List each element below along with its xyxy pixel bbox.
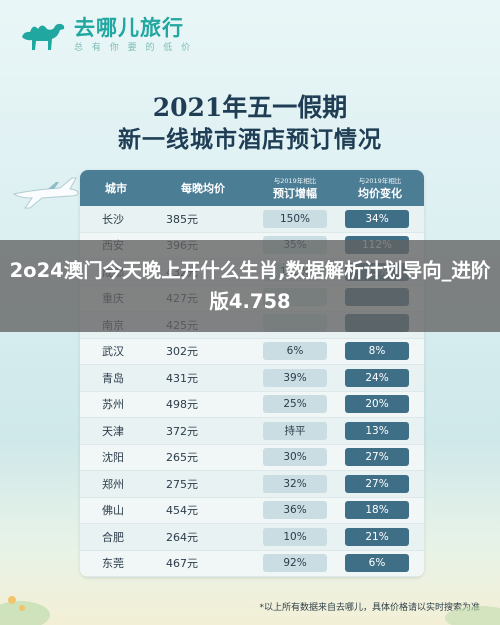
cell-city: 沈阳 <box>102 451 124 465</box>
change-pill: 21% <box>345 527 409 546</box>
footnote: *以上所有数据来自去哪儿，具体价格请以实时搜索为准 <box>259 603 480 613</box>
brand-logo[interactable]: 去哪儿旅行 总 有 你 要 的 低 价 <box>18 16 193 53</box>
booking-pill: 36% <box>263 501 327 520</box>
table-row: 青岛 431元 39% 24% <box>80 365 424 392</box>
table-row: 天津 372元 持平 13% <box>80 418 424 445</box>
table-row: 东莞 467元 92% 6% <box>80 550 424 577</box>
cell-price: 454元 <box>166 504 198 518</box>
cell-change: 24% <box>336 368 424 387</box>
cell-booking: 92% <box>254 554 336 573</box>
header-booking: 与2019年相比 预订增幅 <box>254 175 336 201</box>
airplane-icon <box>12 177 79 209</box>
brand-name: 去哪儿旅行 <box>74 16 184 40</box>
cell-change: 18% <box>336 501 424 520</box>
header-city: 城市 <box>105 182 127 195</box>
header-change: 与2019年相比 均价变化 <box>336 175 424 201</box>
cell-city: 郑州 <box>102 477 124 491</box>
cell-city: 合肥 <box>102 530 124 544</box>
brand-text: 去哪儿旅行 总 有 你 要 的 低 价 <box>74 16 193 53</box>
cell-booking: 39% <box>254 368 336 387</box>
cell-change: 34% <box>336 209 424 228</box>
cell-change: 8% <box>336 342 424 361</box>
cell-change: 20% <box>336 395 424 414</box>
table-row: 武汉 302元 6% 8% <box>80 338 424 365</box>
table-row: 长沙 385元 150% 34% <box>80 206 424 233</box>
header-change-label: 均价变化 <box>358 187 402 200</box>
booking-pill: 6% <box>263 342 327 361</box>
table-row: 佛山 454元 36% 18% <box>80 497 424 524</box>
cell-change: 6% <box>336 554 424 573</box>
change-pill: 27% <box>345 448 409 467</box>
cell-price: 467元 <box>166 557 198 571</box>
camel-icon <box>22 23 65 50</box>
cell-booking: 36% <box>254 501 336 520</box>
cell-booking: 6% <box>254 342 336 361</box>
cell-price: 431元 <box>166 371 198 385</box>
header-booking-label: 预订增幅 <box>273 187 317 200</box>
change-pill: 27% <box>345 474 409 493</box>
page-subtitle: 新一线城市酒店预订情况 <box>118 126 382 153</box>
cell-price: 265元 <box>166 451 198 465</box>
cell-booking: 150% <box>254 209 336 228</box>
title-overlay-banner: 2o24澳门今天晚上开什么生肖,数据解析计划导向_进阶版4.758 <box>0 240 500 332</box>
cell-change: 27% <box>336 474 424 493</box>
cell-price: 264元 <box>166 530 198 544</box>
cell-change: 27% <box>336 448 424 467</box>
change-pill: 20% <box>345 395 409 414</box>
booking-pill: 25% <box>263 395 327 414</box>
change-pill: 34% <box>345 209 409 228</box>
change-pill: 8% <box>345 342 409 361</box>
cell-booking: 30% <box>254 448 336 467</box>
cell-price: 385元 <box>166 212 198 226</box>
booking-pill: 92% <box>263 554 327 573</box>
cell-city: 青岛 <box>102 371 124 385</box>
cell-city: 武汉 <box>102 345 124 359</box>
change-pill: 18% <box>345 501 409 520</box>
table-row: 郑州 275元 32% 27% <box>80 471 424 498</box>
cell-price: 275元 <box>166 477 198 491</box>
cell-booking: 25% <box>254 395 336 414</box>
header-change-note: 与2019年相比 <box>358 177 402 185</box>
cell-city: 天津 <box>102 424 124 438</box>
cell-booking: 32% <box>254 474 336 493</box>
table-row: 沈阳 265元 30% 27% <box>80 444 424 471</box>
cell-city: 长沙 <box>102 212 124 226</box>
page-title: 2021年五一假期 <box>152 93 348 122</box>
change-pill: 24% <box>345 368 409 387</box>
overlay-text: 2o24澳门今天晚上开什么生肖,数据解析计划导向_进阶版4.758 <box>9 259 491 313</box>
cell-change: 21% <box>336 527 424 546</box>
cell-city: 东莞 <box>102 557 124 571</box>
header-price: 每晚均价 <box>181 182 225 195</box>
cell-booking: 持平 <box>254 421 336 440</box>
cell-city: 苏州 <box>102 398 124 412</box>
cell-booking: 10% <box>254 527 336 546</box>
brand-slogan: 总 有 你 要 的 低 价 <box>74 43 194 53</box>
cell-price: 302元 <box>166 345 198 359</box>
booking-pill: 30% <box>263 448 327 467</box>
table-row: 苏州 498元 25% 20% <box>80 391 424 418</box>
header-booking-note: 与2019年相比 <box>273 177 317 185</box>
cell-price: 498元 <box>166 398 198 412</box>
cell-price: 372元 <box>166 424 198 438</box>
booking-pill: 10% <box>263 527 327 546</box>
cell-city: 佛山 <box>102 504 124 518</box>
cell-change: 13% <box>336 421 424 440</box>
change-pill: 13% <box>345 421 409 440</box>
change-pill: 6% <box>345 554 409 573</box>
table-row: 合肥 264元 10% 21% <box>80 524 424 551</box>
booking-pill: 39% <box>263 368 327 387</box>
booking-pill: 150% <box>263 209 327 228</box>
booking-pill: 持平 <box>263 421 327 440</box>
booking-pill: 32% <box>263 474 327 493</box>
foliage-decoration <box>0 596 500 625</box>
table-header: 城市 每晚均价 与2019年相比 预订增幅 与2019年相比 均价变化 <box>80 170 424 206</box>
hotel-booking-table: 城市 每晚均价 与2019年相比 预订增幅 与2019年相比 均价变化 长沙 38… <box>80 170 424 577</box>
